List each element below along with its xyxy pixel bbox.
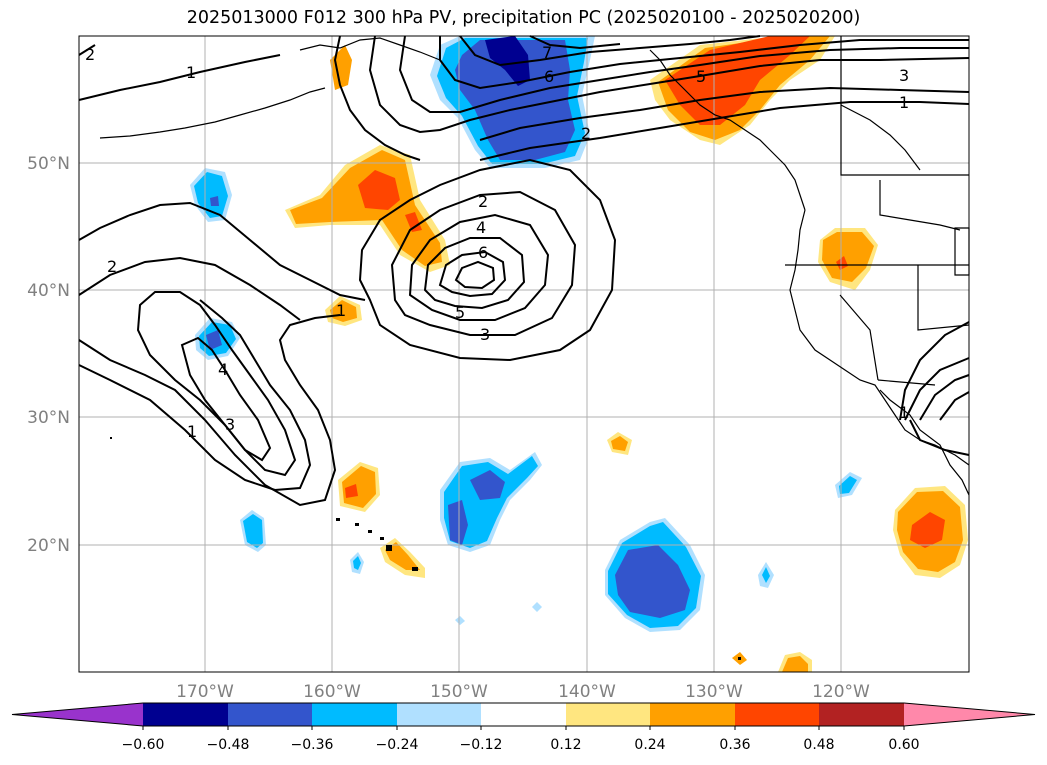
colorbar-tick-label: 0.48 [803,737,834,753]
precip-positive-blob [330,300,357,322]
contour-label: 2 [581,124,591,143]
colorbar-segment [481,703,566,726]
precip-negative-blob [470,470,505,500]
precip-positive-blob [385,542,420,570]
colorbar-segment [143,703,228,726]
colorbar-tick-label: 0.60 [888,737,919,753]
precip-positive-blob [342,466,376,508]
precip-negative-blob [762,567,770,583]
contour-label: 6 [544,67,554,86]
pv-contours [78,35,970,507]
precip-positive-blob [782,656,808,672]
colorbar-tick-label: 0.12 [550,737,581,753]
gridlines [79,36,969,672]
precip-positive-blob [665,36,810,125]
lat-tick-label: 20°N [27,536,70,556]
colorbar-segment [735,703,819,726]
lat-tick-label: 50°N [27,154,70,174]
colorbar-segment [650,703,735,726]
contour-label: 4 [476,218,486,237]
lon-tick-label: 120°W [812,682,870,702]
precip-positive-blob [822,232,874,282]
precip-positive-blob [611,436,628,451]
contour-label: 2 [107,257,117,276]
precip-negative-blob [485,36,530,86]
lon-tick-label: 160°W [303,682,361,702]
colorbar-segment [566,703,650,726]
precip-positive-blob [405,212,422,232]
lat-tick-labels: 50°N 40°N 30°N 20°N [27,154,70,556]
precip-positive-blob [345,484,358,498]
colorbar-segment [312,703,397,726]
contour-label: 2 [478,192,488,211]
precip-negative-blob [206,330,222,350]
precip-negative-blob [455,616,465,625]
contour-label: 7 [542,43,552,62]
contour-label: 1 [899,93,909,112]
contour-label: 5 [696,67,706,86]
colorbar-tick-label: −0.24 [376,737,419,753]
lon-tick-label: 150°W [430,682,488,702]
precip-positive-blob [910,512,945,548]
precip-negative-blob [839,476,857,494]
colorbar-tick-label: −0.60 [122,737,165,753]
colorbar-extend-high [904,703,1035,726]
precip-negative-blob [353,556,361,570]
colorbar-extend-low [12,703,143,726]
precip-positive-blob [836,256,848,270]
precip-negative-blob [194,172,228,218]
contour-label: 1 [899,403,909,422]
precip-negative-blob [455,40,575,160]
colorbar-segment [819,703,904,726]
precip-negative-blob [243,514,263,548]
precip-negative-blob [615,545,690,618]
map-frame [78,35,970,673]
contour-label: 6 [478,243,488,262]
contour-label: 4 [218,360,228,379]
precip-negative-blob [448,500,468,545]
precip-positive-blob [358,170,400,210]
map-title: 2025013000 F012 300 hPa PV, precipitatio… [186,8,861,28]
contour-labels: 2 1 7 6 5 3 1 2 2 4 6 5 3 2 4 3 1 1 1 [85,43,909,441]
contour-label: 1 [186,63,196,82]
lon-tick-label: 140°W [558,682,616,702]
precip-negative-blob [210,196,219,206]
lat-tick-label: 40°N [27,281,70,301]
colorbar-tick-label: 0.36 [719,737,750,753]
contour-label: 3 [225,415,235,434]
contour-label: 1 [187,422,197,441]
contour-label: 5 [455,303,465,322]
contour-label: 2 [85,45,95,64]
colorbar-tick-label: −0.48 [207,737,250,753]
colorbar-segment [397,703,481,726]
islands [110,437,741,660]
precip-negative-blob [532,602,542,612]
colorbar-tick-label: −0.36 [291,737,334,753]
lon-tick-labels: 170°W 160°W 150°W 140°W 130°W 120°W [176,682,870,702]
lat-tick-label: 30°N [27,408,70,428]
colorbar: −0.60 −0.48 −0.36 −0.24 −0.12 0.12 0.24 … [11,702,1036,753]
colorbar-tick-label: 0.24 [634,737,665,753]
lon-tick-label: 170°W [176,682,234,702]
contour-label: 3 [899,66,909,85]
colorbar-tick-label: −0.12 [460,737,503,753]
contour-label: 1 [336,301,346,320]
lon-tick-label: 130°W [685,682,743,702]
contour-label: 3 [480,325,490,344]
colorbar-segment [228,703,312,726]
